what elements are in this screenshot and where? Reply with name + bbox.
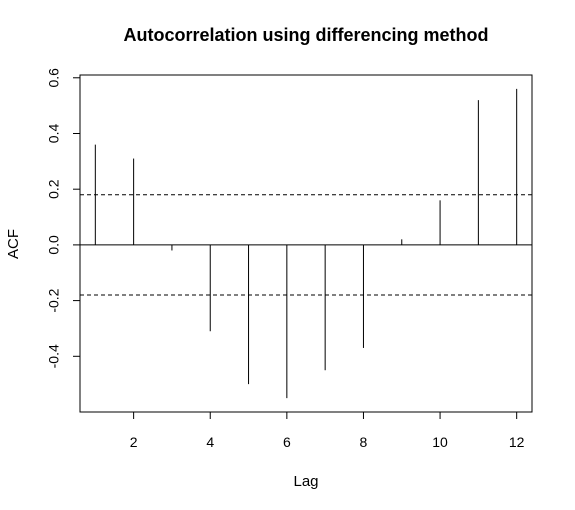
y-tick-label-4: 0.4 (46, 124, 62, 144)
x-tick-label-8: 8 (360, 434, 368, 450)
y-tick-label-2: 0.0 (46, 235, 62, 255)
x-tick-label-10: 10 (432, 434, 448, 450)
y-tick-label-5: 0.6 (46, 68, 62, 88)
plot-layer: 2 4 6 8 10 12 -0.4 -0.2 0.0 0.2 0.4 0.6 (46, 68, 532, 450)
x-tick-label-6: 6 (283, 434, 291, 450)
y-tick-label-3: 0.2 (46, 179, 62, 199)
plot-frame (79, 74, 533, 413)
x-tick-label-12: 12 (509, 434, 525, 450)
y-tick-label-1: -0.2 (46, 288, 62, 312)
chart-title: Autocorrelation using differencing metho… (123, 25, 488, 45)
y-axis-label: ACF (5, 229, 22, 259)
y-tick-label-0: -0.4 (46, 344, 62, 368)
x-tick-label-4: 4 (206, 434, 214, 450)
x-tick-label-2: 2 (130, 434, 138, 450)
x-axis-label: Lag (293, 473, 318, 490)
